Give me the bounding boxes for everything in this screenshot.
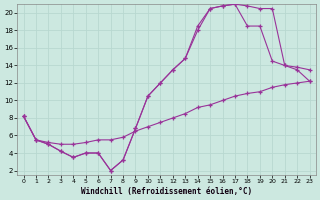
X-axis label: Windchill (Refroidissement éolien,°C): Windchill (Refroidissement éolien,°C) xyxy=(81,187,252,196)
